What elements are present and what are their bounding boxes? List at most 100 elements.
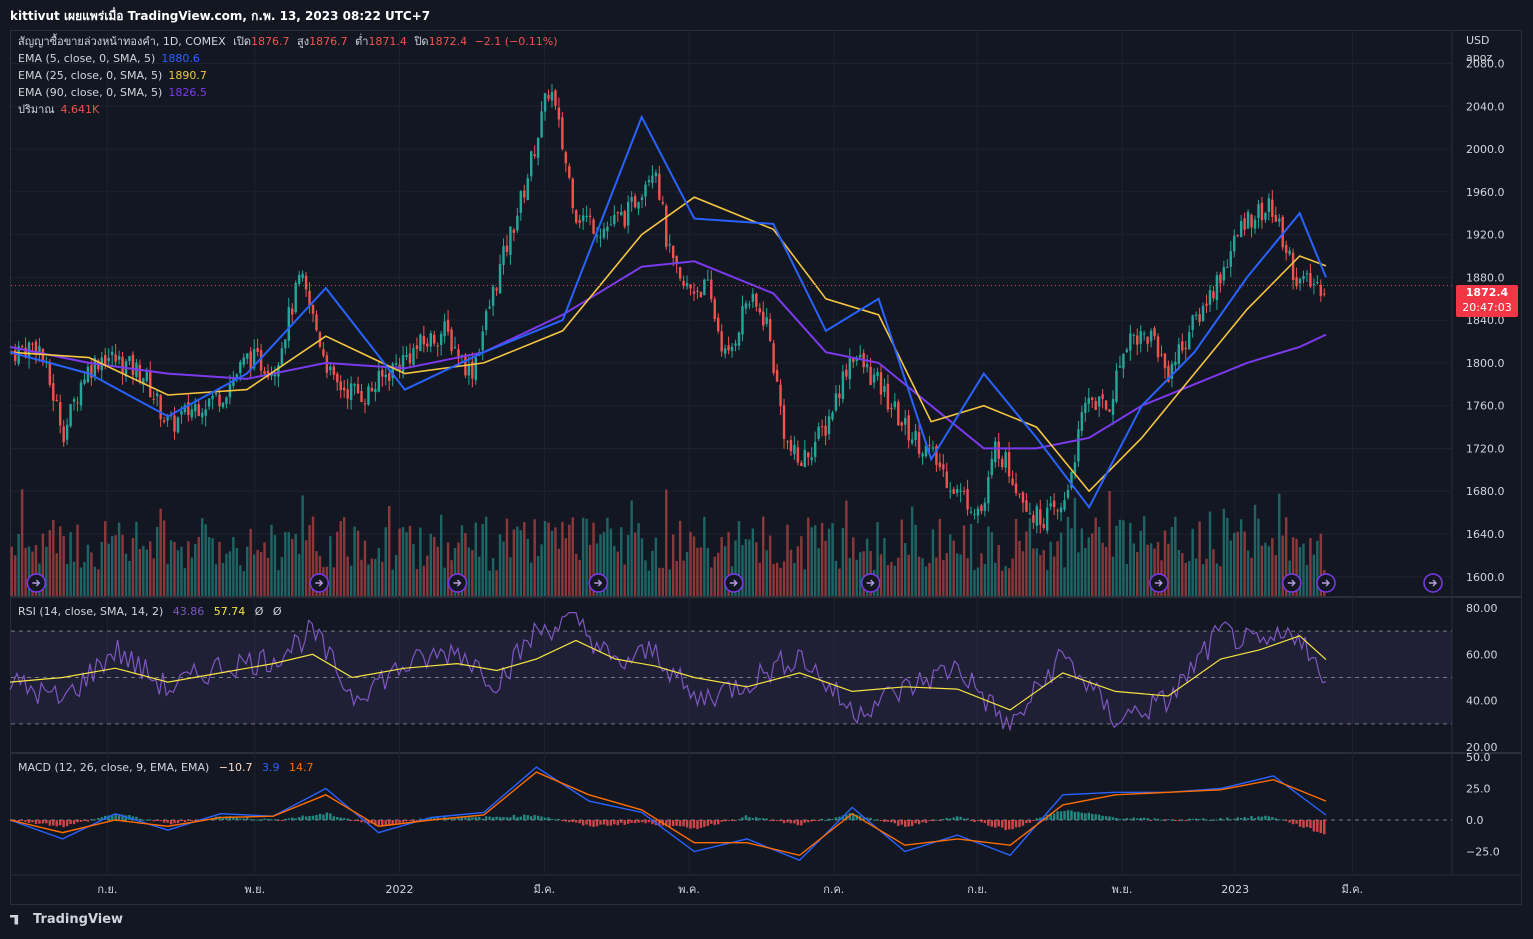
volume-bar: [744, 539, 748, 596]
candle-body: [471, 361, 474, 379]
candle-body: [588, 215, 592, 218]
volume-bar: [955, 553, 959, 596]
volume-bar: [734, 540, 737, 596]
volume-bar: [235, 547, 239, 596]
volume-bar: [1284, 517, 1288, 596]
volume-bar: [200, 518, 204, 596]
candle-body: [727, 345, 730, 351]
volume-bar: [1305, 564, 1309, 596]
candle-body: [658, 173, 661, 200]
macd-histogram-bar: [1004, 820, 1007, 831]
macd-tick-label: 25.0: [1466, 783, 1491, 796]
volume-bar: [145, 549, 149, 596]
macd-histogram-bar: [187, 820, 190, 821]
volume-bar: [945, 553, 948, 596]
volume-bar: [952, 540, 955, 596]
macd-histogram-bar: [543, 817, 547, 820]
candle-body: [110, 351, 114, 356]
macd-histogram-bar: [162, 820, 166, 823]
macd-histogram-bar: [149, 819, 152, 821]
volume-bar: [59, 526, 62, 596]
candle-body: [1253, 219, 1257, 229]
candle-body: [782, 405, 786, 439]
macd-histogram-bar: [1091, 813, 1094, 820]
candle-body: [401, 355, 405, 374]
volume-bar: [793, 563, 796, 596]
volume-bar: [1167, 543, 1170, 596]
candle-body: [879, 372, 883, 395]
volume-bar: [883, 538, 886, 596]
candle-body: [374, 388, 377, 393]
candle-body: [966, 489, 969, 510]
volume-bar: [204, 524, 207, 596]
high-label: สูง: [297, 35, 310, 48]
candle-body: [595, 235, 599, 237]
candle-body: [620, 211, 623, 216]
candle-body: [1226, 266, 1229, 268]
volume-bar: [623, 564, 626, 596]
price-tick-label: 1640.0: [1466, 528, 1505, 541]
macd-histogram-bar: [876, 819, 879, 821]
price-tick-label: 1960.0: [1466, 186, 1505, 199]
volume-bar: [658, 567, 661, 596]
volume-bar: [727, 532, 730, 596]
volume-bar: [800, 536, 803, 596]
volume-bar: [848, 558, 852, 596]
volume-bar: [384, 527, 387, 596]
candle-body: [38, 346, 41, 355]
candle-body: [1264, 213, 1267, 220]
candle-body: [554, 90, 557, 106]
ema90-label[interactable]: EMA (90, close, 0, SMA, 5): [18, 86, 163, 99]
candle-body: [207, 398, 211, 407]
volume-bar: [291, 538, 294, 596]
candle-body: [616, 212, 619, 214]
volume-bar: [1046, 570, 1049, 596]
macd-histogram-bar: [910, 820, 914, 826]
macd-histogram-bar: [886, 820, 890, 822]
macd-histogram-bar: [1163, 820, 1167, 821]
volume-bar: [969, 524, 973, 596]
candle-body: [121, 356, 124, 375]
candle-body: [678, 267, 682, 279]
ema25-label[interactable]: EMA (25, close, 0, SMA, 5): [18, 69, 163, 82]
volume-label[interactable]: ปริมาณ: [18, 103, 55, 116]
footer-brand[interactable]: TradingView: [10, 912, 123, 927]
macd-histogram-bar: [900, 820, 903, 825]
macd-histogram-bar: [1281, 819, 1284, 821]
candle-body: [997, 441, 1000, 459]
volume-bar: [1274, 555, 1277, 596]
volume-bar: [1243, 531, 1246, 596]
macd-histogram-bar: [1212, 819, 1215, 821]
candle-body: [412, 348, 415, 365]
ema5-label[interactable]: EMA (5, close, 0, SMA, 5): [18, 52, 156, 65]
volume-bar: [304, 540, 308, 596]
candle-body: [571, 178, 574, 209]
volume-bar: [1101, 542, 1104, 596]
candle-body: [533, 154, 536, 157]
volume-bar: [83, 561, 86, 596]
candle-body: [675, 255, 678, 265]
macd-histogram-bar: [1205, 819, 1208, 821]
volume-bar: [1278, 493, 1281, 596]
macd-histogram-bar: [142, 819, 145, 821]
volume-bar: [578, 559, 581, 596]
currency-label[interactable]: USD: [1466, 34, 1490, 47]
volume-bar: [464, 533, 467, 596]
volume-bar: [86, 544, 90, 596]
volume-bar: [928, 562, 931, 596]
macd-histogram-bar: [249, 819, 252, 821]
candle-body: [852, 357, 855, 363]
macd-label[interactable]: MACD (12, 26, close, 9, EMA, EMA): [18, 761, 210, 774]
candle-body: [1018, 493, 1021, 495]
candle-body: [980, 505, 983, 512]
volume-bar: [661, 567, 665, 596]
volume-bar: [1198, 521, 1201, 596]
symbol-label[interactable]: สัญญาซื้อขายล่วงหน้าทองคำ, 1D, COMEX: [18, 35, 226, 48]
volume-bar: [924, 566, 928, 596]
volume-bar: [665, 489, 668, 596]
macd-histogram-bar: [1139, 817, 1142, 820]
volume-bar: [966, 558, 969, 596]
rsi-label[interactable]: RSI (14, close, SMA, 14, 2): [18, 605, 164, 618]
volume-bar: [1063, 567, 1066, 596]
